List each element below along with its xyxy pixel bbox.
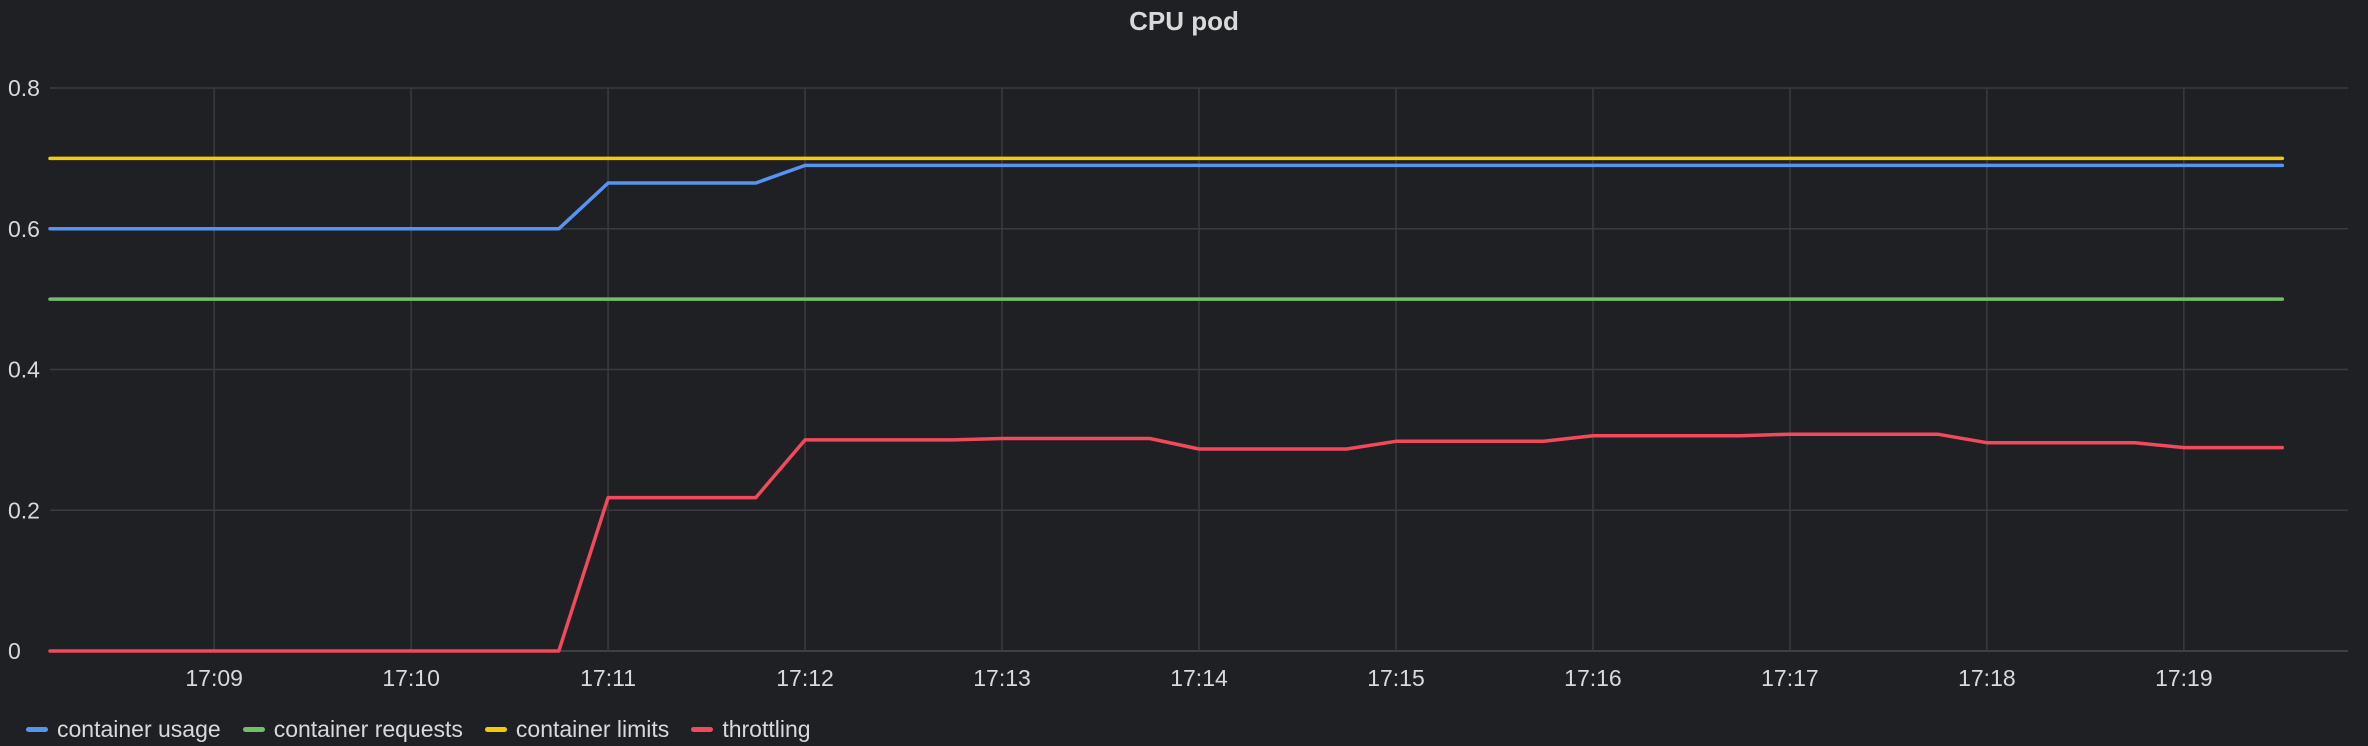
series-lines: [48, 156, 2285, 653]
y-axis: 0 0.2 0.4 0.6 0.8: [8, 75, 40, 664]
x-tick-label: 17:09: [185, 665, 243, 691]
x-tick-label: 17:10: [382, 665, 440, 691]
y-tick-label: 0: [8, 638, 21, 664]
series-line-container-usage: [48, 163, 2285, 231]
x-tick-label: 17:17: [1761, 665, 1819, 691]
legend-label: container requests: [273, 716, 463, 742]
x-axis: 17:09 17:10 17:11 17:12 17:13 17:14 17:15 17:16…: [185, 665, 2212, 691]
legend-swatch-container-usage: [26, 727, 48, 732]
y-tick-label: 0.8: [8, 75, 40, 101]
legend-label: throttling: [722, 716, 811, 742]
legend-label: container usage: [57, 716, 221, 742]
x-tick-label: 17:12: [776, 665, 834, 691]
legend-item-throttling[interactable]: throttling: [691, 716, 811, 743]
panel-title[interactable]: CPU pod: [1129, 6, 1239, 36]
series-line-throttling: [48, 432, 2285, 653]
legend-swatch-container-limits: [484, 727, 507, 732]
x-tick-label: 17:19: [2155, 665, 2213, 691]
grid: [50, 87, 2348, 652]
legend-item-container-requests[interactable]: container requests: [242, 716, 463, 743]
legend-label: container limits: [515, 716, 670, 742]
legend-swatch-container-requests: [242, 727, 265, 732]
x-tick-label: 17:14: [1170, 665, 1228, 691]
y-tick-label: 0.6: [8, 216, 40, 242]
x-tick-label: 17:16: [1564, 665, 1622, 691]
y-tick-label: 0.4: [8, 357, 40, 383]
legend-swatch-throttling: [691, 727, 714, 732]
x-tick-label: 17:15: [1367, 665, 1425, 691]
x-tick-label: 17:11: [580, 665, 636, 691]
legend-item-container-limits[interactable]: container limits: [484, 716, 670, 743]
y-tick-label: 0.2: [8, 497, 40, 523]
x-tick-label: 17:18: [1958, 665, 2016, 691]
x-tick-label: 17:13: [973, 665, 1031, 691]
legend: container usage container requests conta…: [26, 716, 833, 743]
legend-item-container-usage[interactable]: container usage: [26, 716, 221, 743]
